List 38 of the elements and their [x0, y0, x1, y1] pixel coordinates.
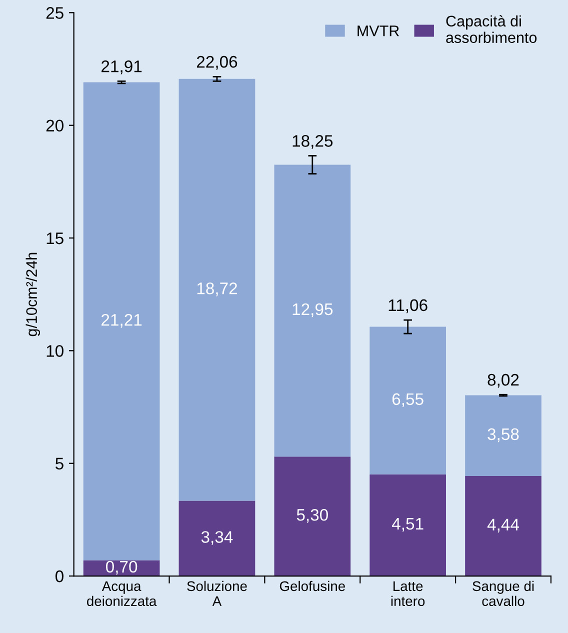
bar — [465, 476, 542, 576]
x-tick-label: Acqua deionizzata — [87, 581, 157, 606]
total-label: 8,02 — [488, 374, 519, 388]
x-tick-label: Gelofusine — [280, 580, 345, 592]
x-tick-label: Sangue di cavallo — [472, 580, 534, 606]
total-label: 22,06 — [196, 56, 238, 70]
legend-label: Capacità di assorbimento — [446, 15, 537, 43]
y-tick-label: 15 — [46, 232, 64, 244]
x-tick-label: Latte intero — [391, 581, 425, 606]
data-label: 4,44 — [487, 518, 519, 532]
bar — [83, 82, 160, 560]
bar — [274, 164, 351, 457]
bar — [370, 474, 446, 576]
total-label: 11,06 — [388, 299, 428, 314]
bar — [178, 78, 256, 501]
data-label: 5,30 — [296, 508, 328, 523]
y-tick-label: 0 — [56, 570, 64, 582]
total-label: 21,91 — [102, 60, 142, 74]
data-label: 6,55 — [392, 393, 424, 408]
y-axis-title: g/10cm²/24h — [26, 252, 40, 336]
y-tick-label: 25 — [46, 7, 64, 19]
legend-label: MVTR — [358, 26, 399, 36]
y-tick-label: 20 — [46, 120, 64, 132]
data-label: 3,58 — [488, 428, 519, 442]
bar — [274, 456, 351, 576]
total-label: 18,25 — [292, 135, 333, 149]
data-label: 0,70 — [106, 560, 138, 575]
data-label: 3,34 — [201, 531, 233, 545]
data-label: 12,95 — [292, 303, 333, 318]
bar — [465, 395, 542, 476]
bar — [370, 326, 446, 474]
data-label: 18,72 — [197, 282, 237, 296]
x-tick-label: Soluzione A — [187, 580, 247, 606]
y-tick-label: 10 — [46, 345, 64, 357]
y-tick-label: 5 — [56, 458, 64, 470]
bar — [178, 500, 256, 576]
data-label: 21,21 — [102, 314, 142, 328]
data-label: 4,51 — [392, 518, 424, 532]
